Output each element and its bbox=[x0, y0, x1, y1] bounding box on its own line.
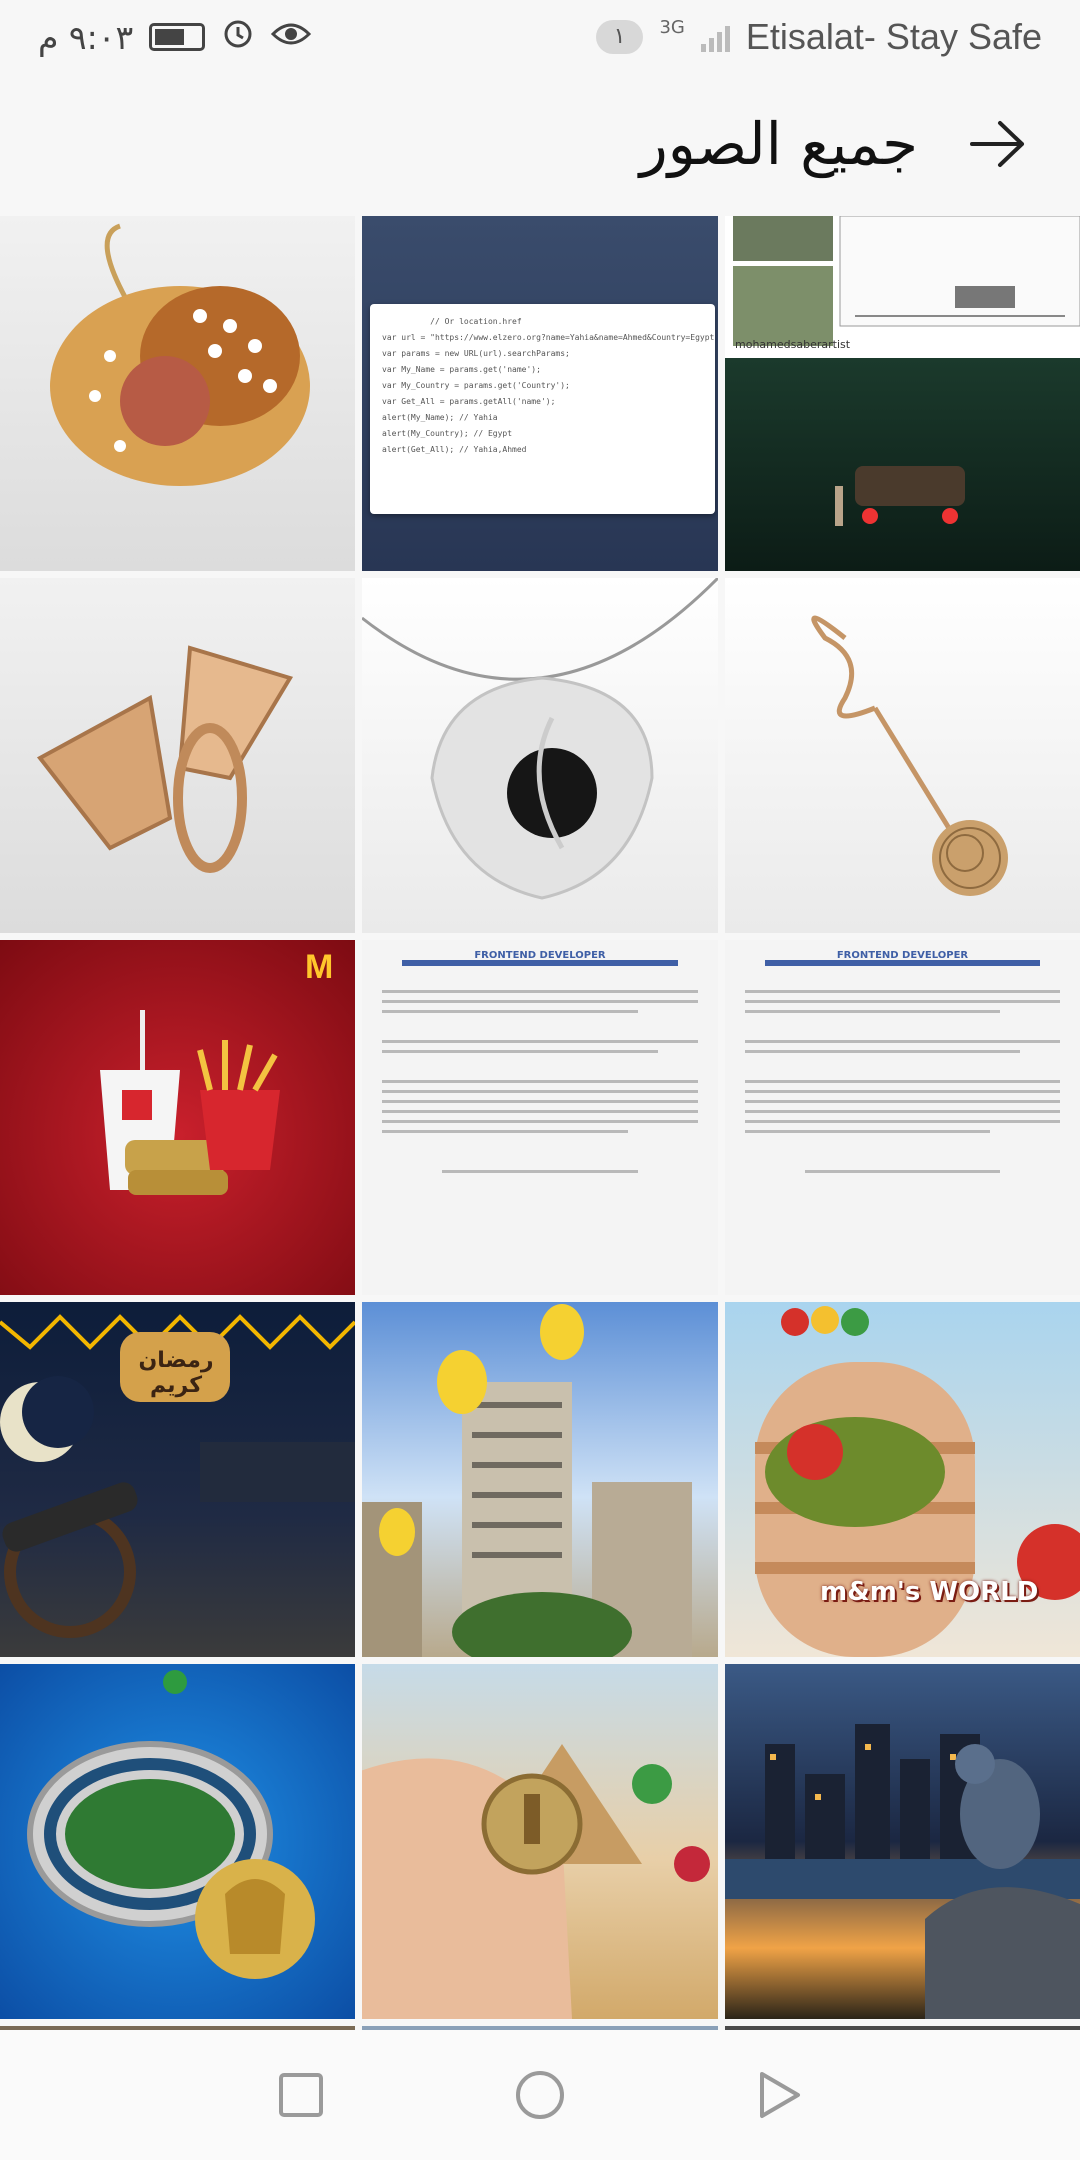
recent-apps-icon[interactable] bbox=[278, 2072, 324, 2118]
photo-thumbnail[interactable]: FRONTEND DEVELOPER bbox=[362, 940, 718, 1295]
mm-logo: m&m's WORLD bbox=[820, 1577, 1039, 1607]
back-arrow-icon[interactable] bbox=[968, 119, 1028, 169]
battery-icon bbox=[149, 23, 206, 51]
resume-title: FRONTEND DEVELOPER bbox=[836, 950, 969, 961]
notification-badge: ١ bbox=[595, 20, 644, 54]
system-nav-bar bbox=[0, 2030, 1080, 2160]
back-icon[interactable] bbox=[756, 2070, 802, 2120]
resume-title: FRONTEND DEVELOPER bbox=[474, 950, 606, 961]
ramadan-greeting: رمضان كريم bbox=[138, 1348, 214, 1398]
photo-thumbnail[interactable] bbox=[0, 1664, 355, 2019]
photo-thumbnail[interactable]: FRONTEND DEVELOPER bbox=[725, 940, 1080, 1295]
eye-icon bbox=[271, 18, 312, 57]
app-header: جميع الصور bbox=[0, 74, 1080, 214]
photo-grid: // Or location.href var url = "https://w… bbox=[0, 216, 1080, 2036]
photo-thumbnail[interactable]: رمضان كريم bbox=[0, 1302, 355, 1657]
network-type: 3G bbox=[659, 16, 685, 38]
alarm-icon bbox=[221, 16, 255, 58]
photo-thumbnail[interactable] bbox=[362, 1664, 718, 2019]
signal-icon bbox=[700, 22, 730, 52]
photo-thumbnail[interactable] bbox=[725, 578, 1080, 933]
photo-thumbnail[interactable] bbox=[0, 216, 355, 571]
code-snippet: // Or location.href var url = "https://w… bbox=[370, 304, 715, 514]
page-title: جميع الصور bbox=[639, 110, 918, 178]
photo-thumbnail[interactable] bbox=[362, 578, 718, 933]
artist-caption: mohamedsaberartist bbox=[735, 338, 851, 351]
home-icon[interactable] bbox=[514, 2069, 566, 2121]
photo-thumbnail[interactable] bbox=[725, 1664, 1080, 2019]
photo-thumbnail[interactable]: // Or location.href var url = "https://w… bbox=[362, 216, 718, 571]
photo-thumbnail[interactable]: M bbox=[0, 940, 355, 1295]
photo-thumbnail[interactable]: m&m's WORLD bbox=[725, 1302, 1080, 1657]
photo-thumbnail[interactable] bbox=[0, 578, 355, 933]
status-right: ١ 3G Etisalat- Stay Safe bbox=[595, 16, 1042, 58]
svg-text:M: M bbox=[305, 948, 333, 986]
clock: ٩:٠٣ م bbox=[38, 17, 134, 57]
photo-thumbnail[interactable] bbox=[362, 1302, 718, 1657]
photo-thumbnail[interactable]: mohamedsaberartist bbox=[725, 216, 1080, 571]
status-bar: ٩:٠٣ م ١ 3G Etisalat- Stay Safe bbox=[0, 0, 1080, 74]
status-left: ٩:٠٣ م bbox=[38, 16, 312, 58]
carrier-name: Etisalat- Stay Safe bbox=[745, 16, 1042, 57]
